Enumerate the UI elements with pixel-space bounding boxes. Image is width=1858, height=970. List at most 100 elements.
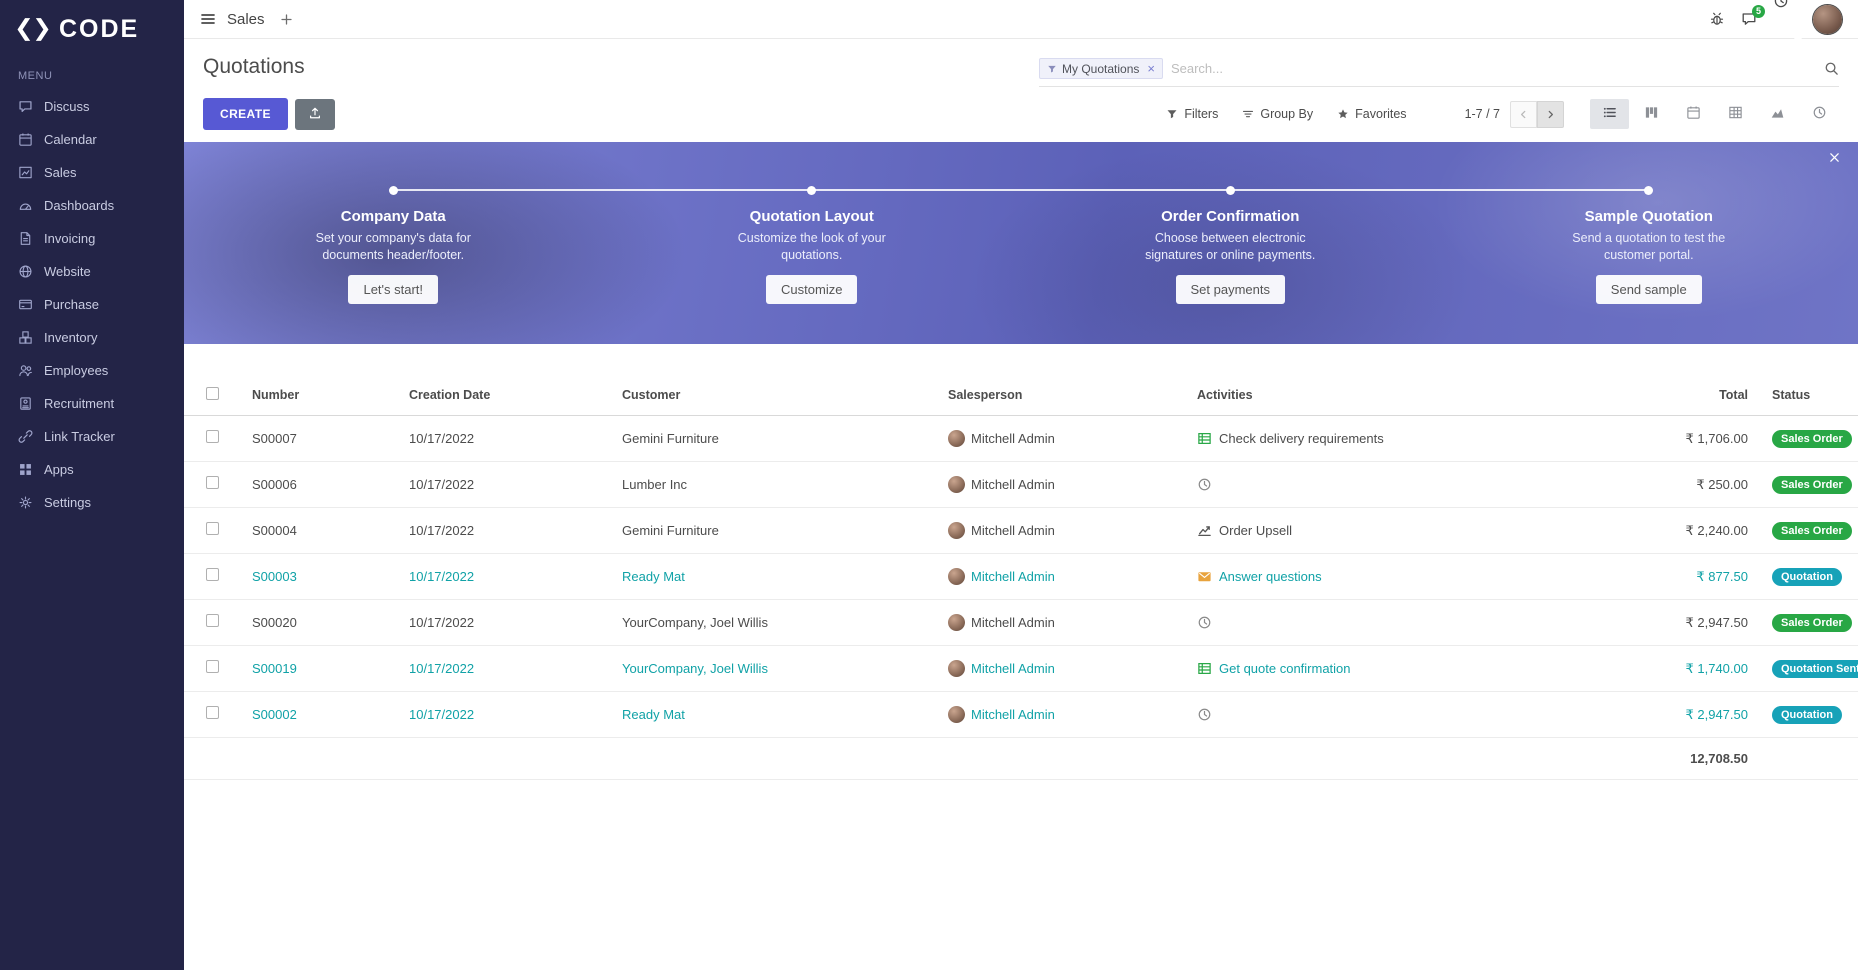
sidebar-item-apps[interactable]: Apps <box>0 453 184 486</box>
col-header-number[interactable]: Number <box>252 387 300 402</box>
list-check-icon[interactable] <box>1197 431 1212 446</box>
cell-total: ₹ 250.00 <box>1696 476 1748 492</box>
debug-bug-icon[interactable] <box>1709 11 1725 27</box>
sidebar-item-recruitment[interactable]: Recruitment <box>0 387 184 420</box>
search-input[interactable] <box>1162 57 1824 80</box>
link-tracker-icon <box>18 429 33 444</box>
clock-icon[interactable] <box>1197 477 1212 492</box>
table-row[interactable]: S00007 10/17/2022 Gemini Furniture Mitch… <box>184 416 1858 462</box>
sidebar-item-employees[interactable]: Employees <box>0 354 184 387</box>
view-button-list[interactable] <box>1590 99 1629 129</box>
table-row[interactable]: S00020 10/17/2022 YourCompany, Joel Will… <box>184 600 1858 646</box>
table-row[interactable]: S00019 10/17/2022 YourCompany, Joel Will… <box>184 646 1858 692</box>
user-avatar[interactable] <box>1813 4 1842 34</box>
sidebar-item-sales[interactable]: Sales <box>0 156 184 189</box>
activity-label[interactable]: Check delivery requirements <box>1219 431 1384 446</box>
col-header-creation-date[interactable]: Creation Date <box>409 387 491 402</box>
view-button-kanban[interactable] <box>1632 99 1671 129</box>
col-header-customer[interactable]: Customer <box>622 387 681 402</box>
sidebar-item-discuss[interactable]: Discuss <box>0 90 184 123</box>
pager-next-button[interactable] <box>1537 100 1564 128</box>
sidebar-item-purchase[interactable]: Purchase <box>0 288 184 321</box>
clock-icon[interactable] <box>1197 707 1212 722</box>
chart-line-icon[interactable] <box>1197 523 1212 538</box>
sidebar-item-link-tracker[interactable]: Link Tracker <box>0 420 184 453</box>
col-header-salesperson[interactable]: Salesperson <box>948 387 1023 402</box>
table-row[interactable]: S00002 10/17/2022 Ready Mat Mitchell Adm… <box>184 692 1858 738</box>
import-button[interactable] <box>294 98 335 130</box>
search-bar[interactable]: My Quotations × <box>1039 57 1839 87</box>
sidebar-item-label: Dashboards <box>44 198 115 213</box>
col-header-total[interactable]: Total <box>1719 387 1748 402</box>
clock-icon[interactable] <box>1197 615 1212 630</box>
activity-label[interactable]: Get quote confirmation <box>1219 661 1351 676</box>
row-checkbox[interactable] <box>206 567 219 581</box>
view-switcher <box>1590 99 1839 129</box>
search-icon[interactable] <box>1824 61 1839 76</box>
sidebar-item-label: Apps <box>44 462 74 477</box>
row-checkbox[interactable] <box>206 613 219 627</box>
view-list-icon <box>1602 105 1617 123</box>
cell-salesperson: Mitchell Admin <box>971 569 1055 584</box>
search-facet[interactable]: My Quotations × <box>1039 58 1163 79</box>
list-check-icon[interactable] <box>1197 661 1212 676</box>
topbar-app-label[interactable]: Sales <box>227 10 265 28</box>
row-checkbox[interactable] <box>206 475 219 489</box>
sidebar-item-label: Invoicing <box>44 231 96 246</box>
sidebar-item-settings[interactable]: Settings <box>0 486 184 519</box>
step-action-button[interactable]: Let's start! <box>348 274 439 304</box>
messages-button[interactable]: 5 <box>1741 5 1765 27</box>
step-action-button[interactable]: Set payments <box>1175 274 1285 304</box>
banner-close-icon[interactable] <box>1828 151 1841 164</box>
salesperson-avatar <box>948 660 965 677</box>
sidebar-item-inventory[interactable]: Inventory <box>0 321 184 354</box>
hamburger-menu-icon[interactable] <box>200 11 216 27</box>
search-options: Filters Group By Favorites <box>1166 107 1407 121</box>
step-title: Sample Quotation <box>1584 208 1713 225</box>
col-header-activities[interactable]: Activities <box>1197 387 1253 402</box>
sidebar-item-label: Calendar <box>44 132 97 147</box>
view-button-pivot[interactable] <box>1716 99 1755 129</box>
step-title: Order Confirmation <box>1161 208 1300 225</box>
cell-customer: YourCompany, Joel Willis <box>622 615 768 630</box>
apps-icon <box>18 462 33 477</box>
activity-label[interactable]: Order Upsell <box>1219 523 1292 538</box>
cell-salesperson: Mitchell Admin <box>971 661 1055 676</box>
col-header-status[interactable]: Status <box>1772 387 1811 402</box>
favorites-button[interactable]: Favorites <box>1337 107 1407 121</box>
sidebar-item-dashboards[interactable]: Dashboards <box>0 189 184 222</box>
plus-tab-icon[interactable] <box>280 13 293 26</box>
row-checkbox[interactable] <box>206 521 219 535</box>
sidebar-item-website[interactable]: Website <box>0 255 184 288</box>
status-badge: Sales Order <box>1772 476 1852 494</box>
envelope-icon[interactable] <box>1197 569 1212 584</box>
brand[interactable]: CODE <box>0 0 184 54</box>
row-checkbox[interactable] <box>206 705 219 719</box>
row-checkbox[interactable] <box>206 659 219 673</box>
page-title: Quotations <box>203 55 305 78</box>
view-button-graph[interactable] <box>1758 99 1797 129</box>
sidebar-item-invoicing[interactable]: Invoicing <box>0 222 184 255</box>
brand-logo-icon <box>16 16 50 43</box>
step-description: Customize the look of your quotations. <box>737 231 886 262</box>
view-button-activity[interactable] <box>1800 99 1839 129</box>
activities-button[interactable] <box>1773 0 1802 45</box>
create-button[interactable]: CREATE <box>203 98 288 130</box>
view-button-calendar[interactable] <box>1674 99 1713 129</box>
cell-number: S00019 <box>252 661 297 676</box>
groupby-button[interactable]: Group By <box>1242 107 1313 121</box>
facet-remove-icon[interactable]: × <box>1147 61 1155 76</box>
select-all-checkbox[interactable] <box>206 386 219 400</box>
activity-label[interactable]: Answer questions <box>1219 569 1322 584</box>
sidebar-item-calendar[interactable]: Calendar <box>0 123 184 156</box>
filters-button[interactable]: Filters <box>1166 107 1218 121</box>
table-row[interactable]: S00003 10/17/2022 Ready Mat Mitchell Adm… <box>184 554 1858 600</box>
step-action-button[interactable]: Customize <box>766 274 858 304</box>
table-row[interactable]: S00006 10/17/2022 Lumber Inc Mitchell Ad… <box>184 462 1858 508</box>
table-row[interactable]: S00004 10/17/2022 Gemini Furniture Mitch… <box>184 508 1858 554</box>
step-action-button[interactable]: Send sample <box>1595 274 1702 304</box>
row-checkbox[interactable] <box>206 429 219 443</box>
onboarding-progress-line <box>393 189 1649 191</box>
pager-prev-button[interactable] <box>1510 100 1537 128</box>
dashboards-icon <box>18 198 33 213</box>
